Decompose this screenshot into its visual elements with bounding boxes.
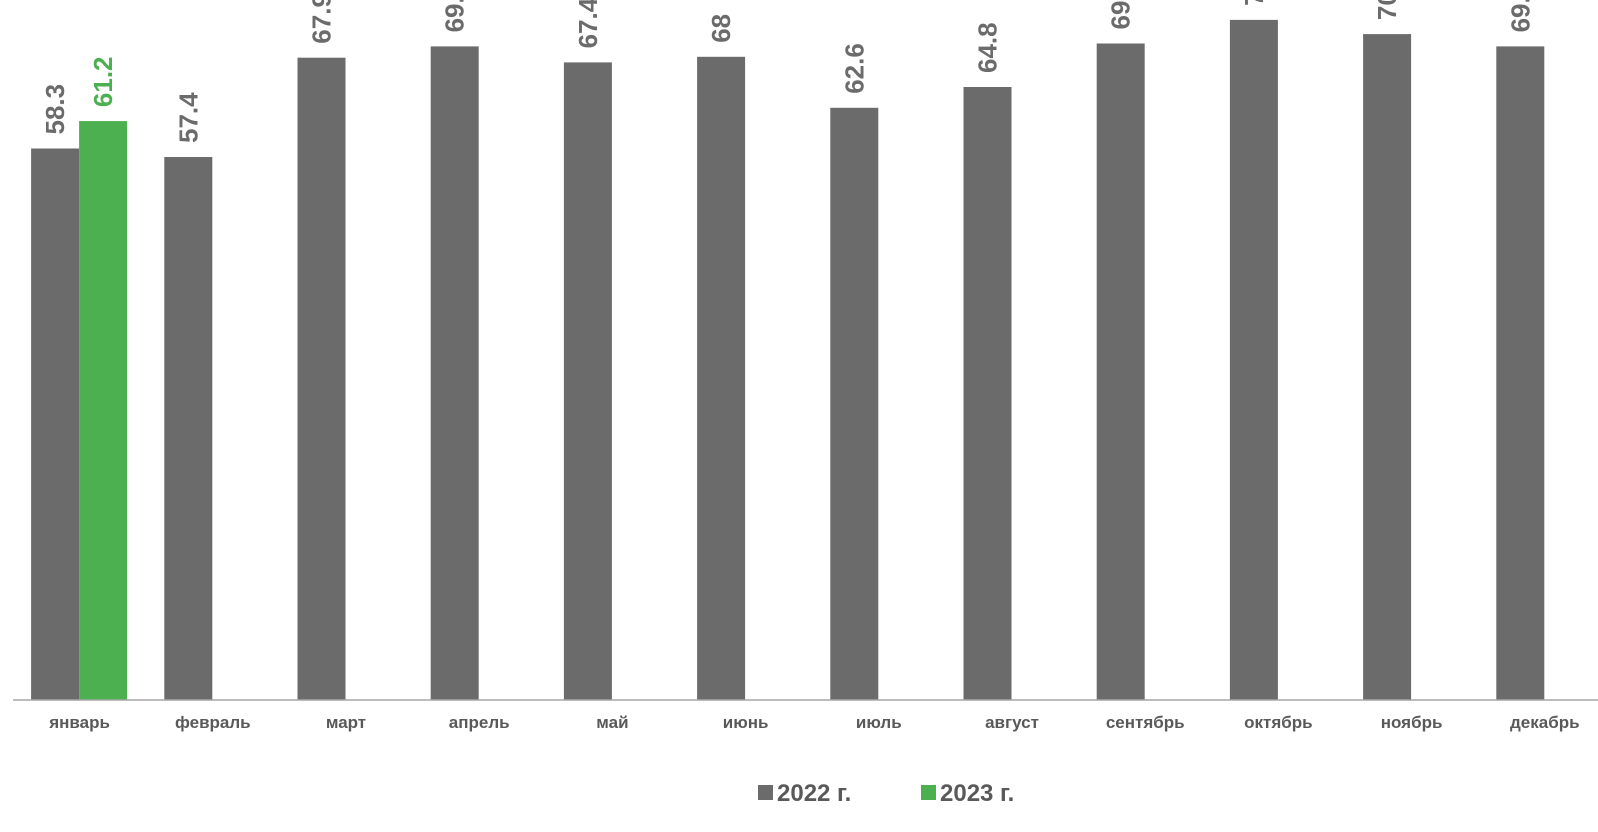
value-label-s1-10: 70.4 — [1372, 0, 1402, 20]
value-label-s1-0: 58.3 — [40, 84, 70, 135]
category-label-1: февраль — [175, 713, 251, 732]
bar-s1-10 — [1363, 34, 1412, 701]
category-label-10: ноябрь — [1381, 713, 1443, 732]
value-label-s1-3: 69.1 — [440, 0, 470, 32]
value-label-s1-2: 67.9 — [307, 0, 337, 44]
value-label-s1-5: 68 — [706, 14, 736, 43]
category-label-5: июнь — [723, 713, 769, 732]
legend-label-0: 2022 г. — [777, 780, 851, 807]
category-label-8: сентябрь — [1106, 713, 1185, 732]
category-label-4: май — [596, 713, 628, 732]
value-label-s1-9: 71.9 — [1239, 0, 1269, 6]
bar-s1-5 — [697, 56, 746, 701]
value-label-s1-11: 69.1 — [1505, 0, 1535, 32]
bar-s1-9 — [1229, 19, 1278, 700]
category-label-6: июль — [856, 713, 902, 732]
bars-group — [31, 19, 1545, 701]
value-label-s1-6: 62.6 — [839, 43, 869, 94]
value-label-s1-7: 64.8 — [973, 22, 1003, 73]
bar-s1-3 — [430, 46, 479, 700]
category-label-11: декабрь — [1510, 713, 1580, 732]
category-label-7: август — [985, 713, 1039, 732]
value-label-s1-8: 69.4 — [1106, 0, 1136, 30]
category-label-9: октябрь — [1244, 713, 1312, 732]
value-label-s1-4: 67.4 — [573, 0, 603, 48]
value-label-s2-0: 61.2 — [88, 56, 118, 107]
bar-s1-7 — [963, 87, 1012, 700]
bar-s1-1 — [164, 157, 213, 700]
bar-s1-11 — [1496, 46, 1545, 700]
bar-s1-4 — [563, 62, 612, 700]
category-label-2: март — [326, 713, 366, 732]
bar-s1-8 — [1096, 43, 1145, 700]
bar-s2-0 — [79, 121, 128, 701]
bar-s1-2 — [297, 57, 346, 700]
bar-s1-0 — [31, 148, 80, 700]
legend-label-1: 2023 г. — [940, 780, 1014, 807]
category-labels-group: январь февраль март апрель май июнь июль август… — [48, 713, 1579, 732]
value-label-s1-1: 57.4 — [173, 92, 203, 143]
value-labels-group: 58.3 61.2 57.4 67.9 69.1 67.4 68 62.6 64.8 69.4 71… — [40, 0, 1535, 143]
bar-s1-6 — [830, 107, 879, 701]
legend-swatch-0 — [758, 785, 773, 800]
legend-swatch-1 — [921, 785, 936, 800]
category-label-0: январь — [48, 713, 110, 732]
legend: 2022 г. 2023 г. — [758, 780, 1014, 807]
category-label-3: апрель — [449, 713, 510, 732]
